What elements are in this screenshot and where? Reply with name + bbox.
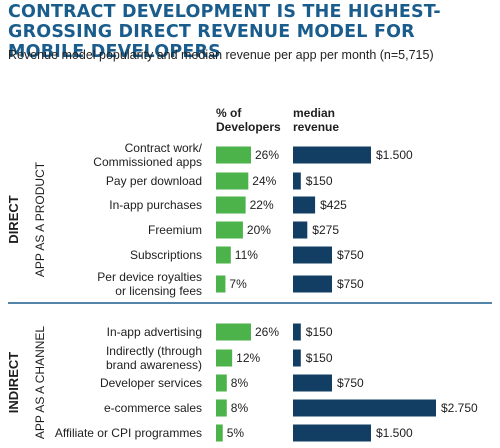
- category-label: Pay per download: [106, 174, 202, 188]
- revenue-bar: [293, 221, 308, 239]
- developers-bar: [216, 424, 223, 442]
- revenue-bar: [293, 374, 332, 392]
- developers-value-label: 7%: [229, 277, 247, 291]
- group-subtitle-indirect: APP AS A CHANNEL: [33, 326, 47, 439]
- developers-value-label: 12%: [236, 351, 260, 365]
- developers-bar: [216, 196, 246, 214]
- developers-header-line-2: Developers: [216, 120, 281, 134]
- developers-bar: [216, 399, 227, 417]
- group-title-indirect: INDIRECT: [6, 352, 21, 413]
- revenue-value-label: $425: [320, 198, 347, 212]
- revenue-header-line-1: median: [293, 106, 335, 120]
- developers-bar: [216, 374, 227, 392]
- category-label: Affiliate or CPI programmes: [55, 426, 202, 440]
- revenue-value-label: $750: [337, 277, 364, 291]
- category-label: Freemium: [148, 223, 202, 237]
- developers-value-label: 26%: [255, 148, 279, 162]
- developers-bar: [216, 323, 251, 341]
- revenue-bar: [293, 196, 316, 214]
- developers-value-label: 22%: [250, 198, 274, 212]
- category-label-line-2: or licensing fees: [115, 284, 202, 298]
- chart-subtitle: Revenue model popularity and median reve…: [8, 48, 434, 62]
- revenue-value-label: $750: [337, 248, 364, 262]
- developers-bar: [216, 349, 233, 367]
- group-subtitle-direct: APP AS A PRODUCT: [33, 161, 47, 277]
- developers-value-label: 26%: [255, 325, 279, 339]
- revenue-value-label: $1.500: [376, 426, 413, 440]
- category-label: In-app advertising: [107, 325, 202, 339]
- revenue-value-label: $150: [306, 174, 333, 188]
- developers-value-label: 5%: [227, 426, 245, 440]
- revenue-bar: [293, 399, 436, 417]
- developers-header-line-1: % of: [216, 106, 242, 120]
- developers-value-label: 20%: [247, 223, 271, 237]
- revenue-bar: [293, 172, 301, 190]
- developers-value-label: 8%: [231, 401, 249, 415]
- revenue-value-label: $1.500: [376, 148, 413, 162]
- developers-bar: [216, 146, 251, 164]
- category-label-line-1: Indirectly (through: [106, 344, 202, 358]
- revenue-header-line-2: revenue: [293, 120, 339, 134]
- revenue-value-label: $2.750: [441, 401, 478, 415]
- developers-bar: [216, 221, 243, 239]
- chart-title: CONTRACT DEVELOPMENT IS THE HIGHEST-GROS…: [8, 2, 441, 62]
- revenue-value-label: $150: [306, 351, 333, 365]
- category-label-line-2: brand awareness): [106, 358, 202, 372]
- revenue-value-label: $750: [337, 376, 364, 390]
- category-label: Developer services: [100, 376, 202, 390]
- revenue-bar: [293, 146, 371, 164]
- revenue-bar: [293, 275, 332, 293]
- category-label-line-1: Contract work/: [125, 141, 203, 155]
- category-label-line-1: Per device royalties: [97, 270, 202, 284]
- developers-value-label: 11%: [235, 248, 258, 262]
- developers-bar: [216, 246, 231, 264]
- revenue-bar: [293, 349, 301, 367]
- developers-bar: [216, 275, 226, 293]
- developers-bar: [216, 172, 249, 190]
- category-label-line-2: Commissioned apps: [93, 155, 202, 169]
- category-label: e-commerce sales: [104, 401, 202, 415]
- revenue-bar: [293, 323, 301, 341]
- group-title-direct: DIRECT: [6, 195, 21, 243]
- revenue-bar: [293, 424, 371, 442]
- category-label: In-app purchases: [109, 198, 202, 212]
- revenue-value-label: $150: [306, 325, 333, 339]
- developers-value-label: 24%: [252, 174, 276, 188]
- revenue-value-label: $275: [312, 223, 339, 237]
- category-label: Subscriptions: [130, 248, 202, 262]
- developers-value-label: 8%: [231, 376, 249, 390]
- revenue-bar: [293, 246, 332, 264]
